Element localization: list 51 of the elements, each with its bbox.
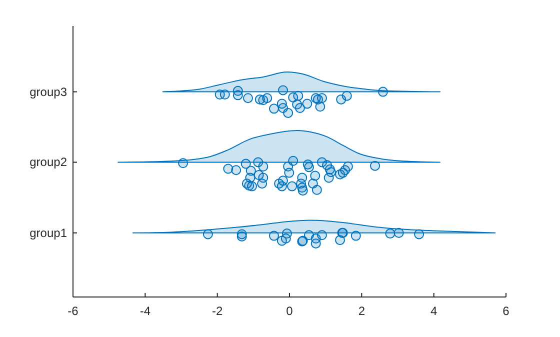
point (342, 90, 352, 101)
point (315, 102, 326, 112)
x-tick-label: 0 (286, 304, 294, 318)
point (293, 90, 304, 101)
point (268, 104, 279, 114)
point (350, 230, 361, 241)
point (257, 178, 268, 189)
point (316, 230, 327, 240)
x-tick-label: 2 (358, 304, 366, 318)
point (288, 156, 298, 166)
x-tick-label: -4 (140, 304, 151, 318)
point (280, 234, 291, 244)
point (243, 93, 254, 104)
point (312, 184, 322, 195)
x-tick-label: -2 (212, 304, 223, 318)
point (385, 228, 396, 239)
point (231, 165, 242, 176)
point (378, 86, 388, 97)
point (298, 186, 308, 196)
point (310, 238, 321, 248)
text: group1 (30, 226, 68, 240)
point (278, 85, 288, 96)
point (283, 108, 294, 118)
point (240, 158, 251, 169)
x-tick-label: -6 (68, 304, 79, 318)
point (294, 103, 305, 113)
point (220, 90, 230, 100)
point (258, 162, 268, 172)
point (394, 228, 404, 238)
point (276, 181, 287, 192)
point (262, 93, 272, 104)
point (304, 162, 314, 172)
text: group2 (30, 155, 68, 170)
point (326, 167, 336, 178)
x-tick-label: 6 (502, 304, 510, 318)
text: group3 (30, 84, 68, 99)
point (370, 160, 380, 171)
point (414, 229, 424, 240)
point (202, 229, 213, 240)
x-tick-label: 4 (430, 304, 438, 318)
point (284, 168, 294, 178)
point (178, 158, 188, 168)
point (302, 98, 312, 109)
point (287, 181, 298, 192)
point (316, 93, 327, 104)
point (232, 90, 243, 100)
point (335, 235, 346, 246)
point (340, 165, 350, 176)
point (246, 181, 257, 192)
point (268, 230, 279, 241)
point (310, 170, 320, 181)
